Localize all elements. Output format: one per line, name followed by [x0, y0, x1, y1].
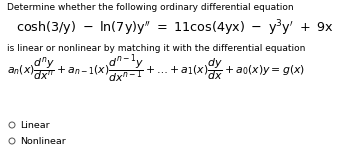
Text: is linear or nonlinear by matching it with the differential equation: is linear or nonlinear by matching it wi… [7, 44, 305, 53]
Text: $a_n(x)\dfrac{d^ny}{dx^n} + a_{n-1}(x)\dfrac{d^{n-1}y}{dx^{n-1}} + \ldots + a_1(: $a_n(x)\dfrac{d^ny}{dx^n} + a_{n-1}(x)\d… [7, 53, 305, 85]
Text: Determine whether the following ordinary differential equation: Determine whether the following ordinary… [7, 3, 294, 12]
Text: Nonlinear: Nonlinear [20, 136, 66, 146]
Circle shape [9, 138, 15, 144]
Text: Linear: Linear [20, 120, 50, 129]
Circle shape [9, 122, 15, 128]
Text: $\mathsf{cosh(3/y)\ -\ ln(7y)y'' \ =\ 11cos(4yx)\ -\ y^3y'\ +\ 9x}$: $\mathsf{cosh(3/y)\ -\ ln(7y)y'' \ =\ 11… [16, 18, 334, 38]
